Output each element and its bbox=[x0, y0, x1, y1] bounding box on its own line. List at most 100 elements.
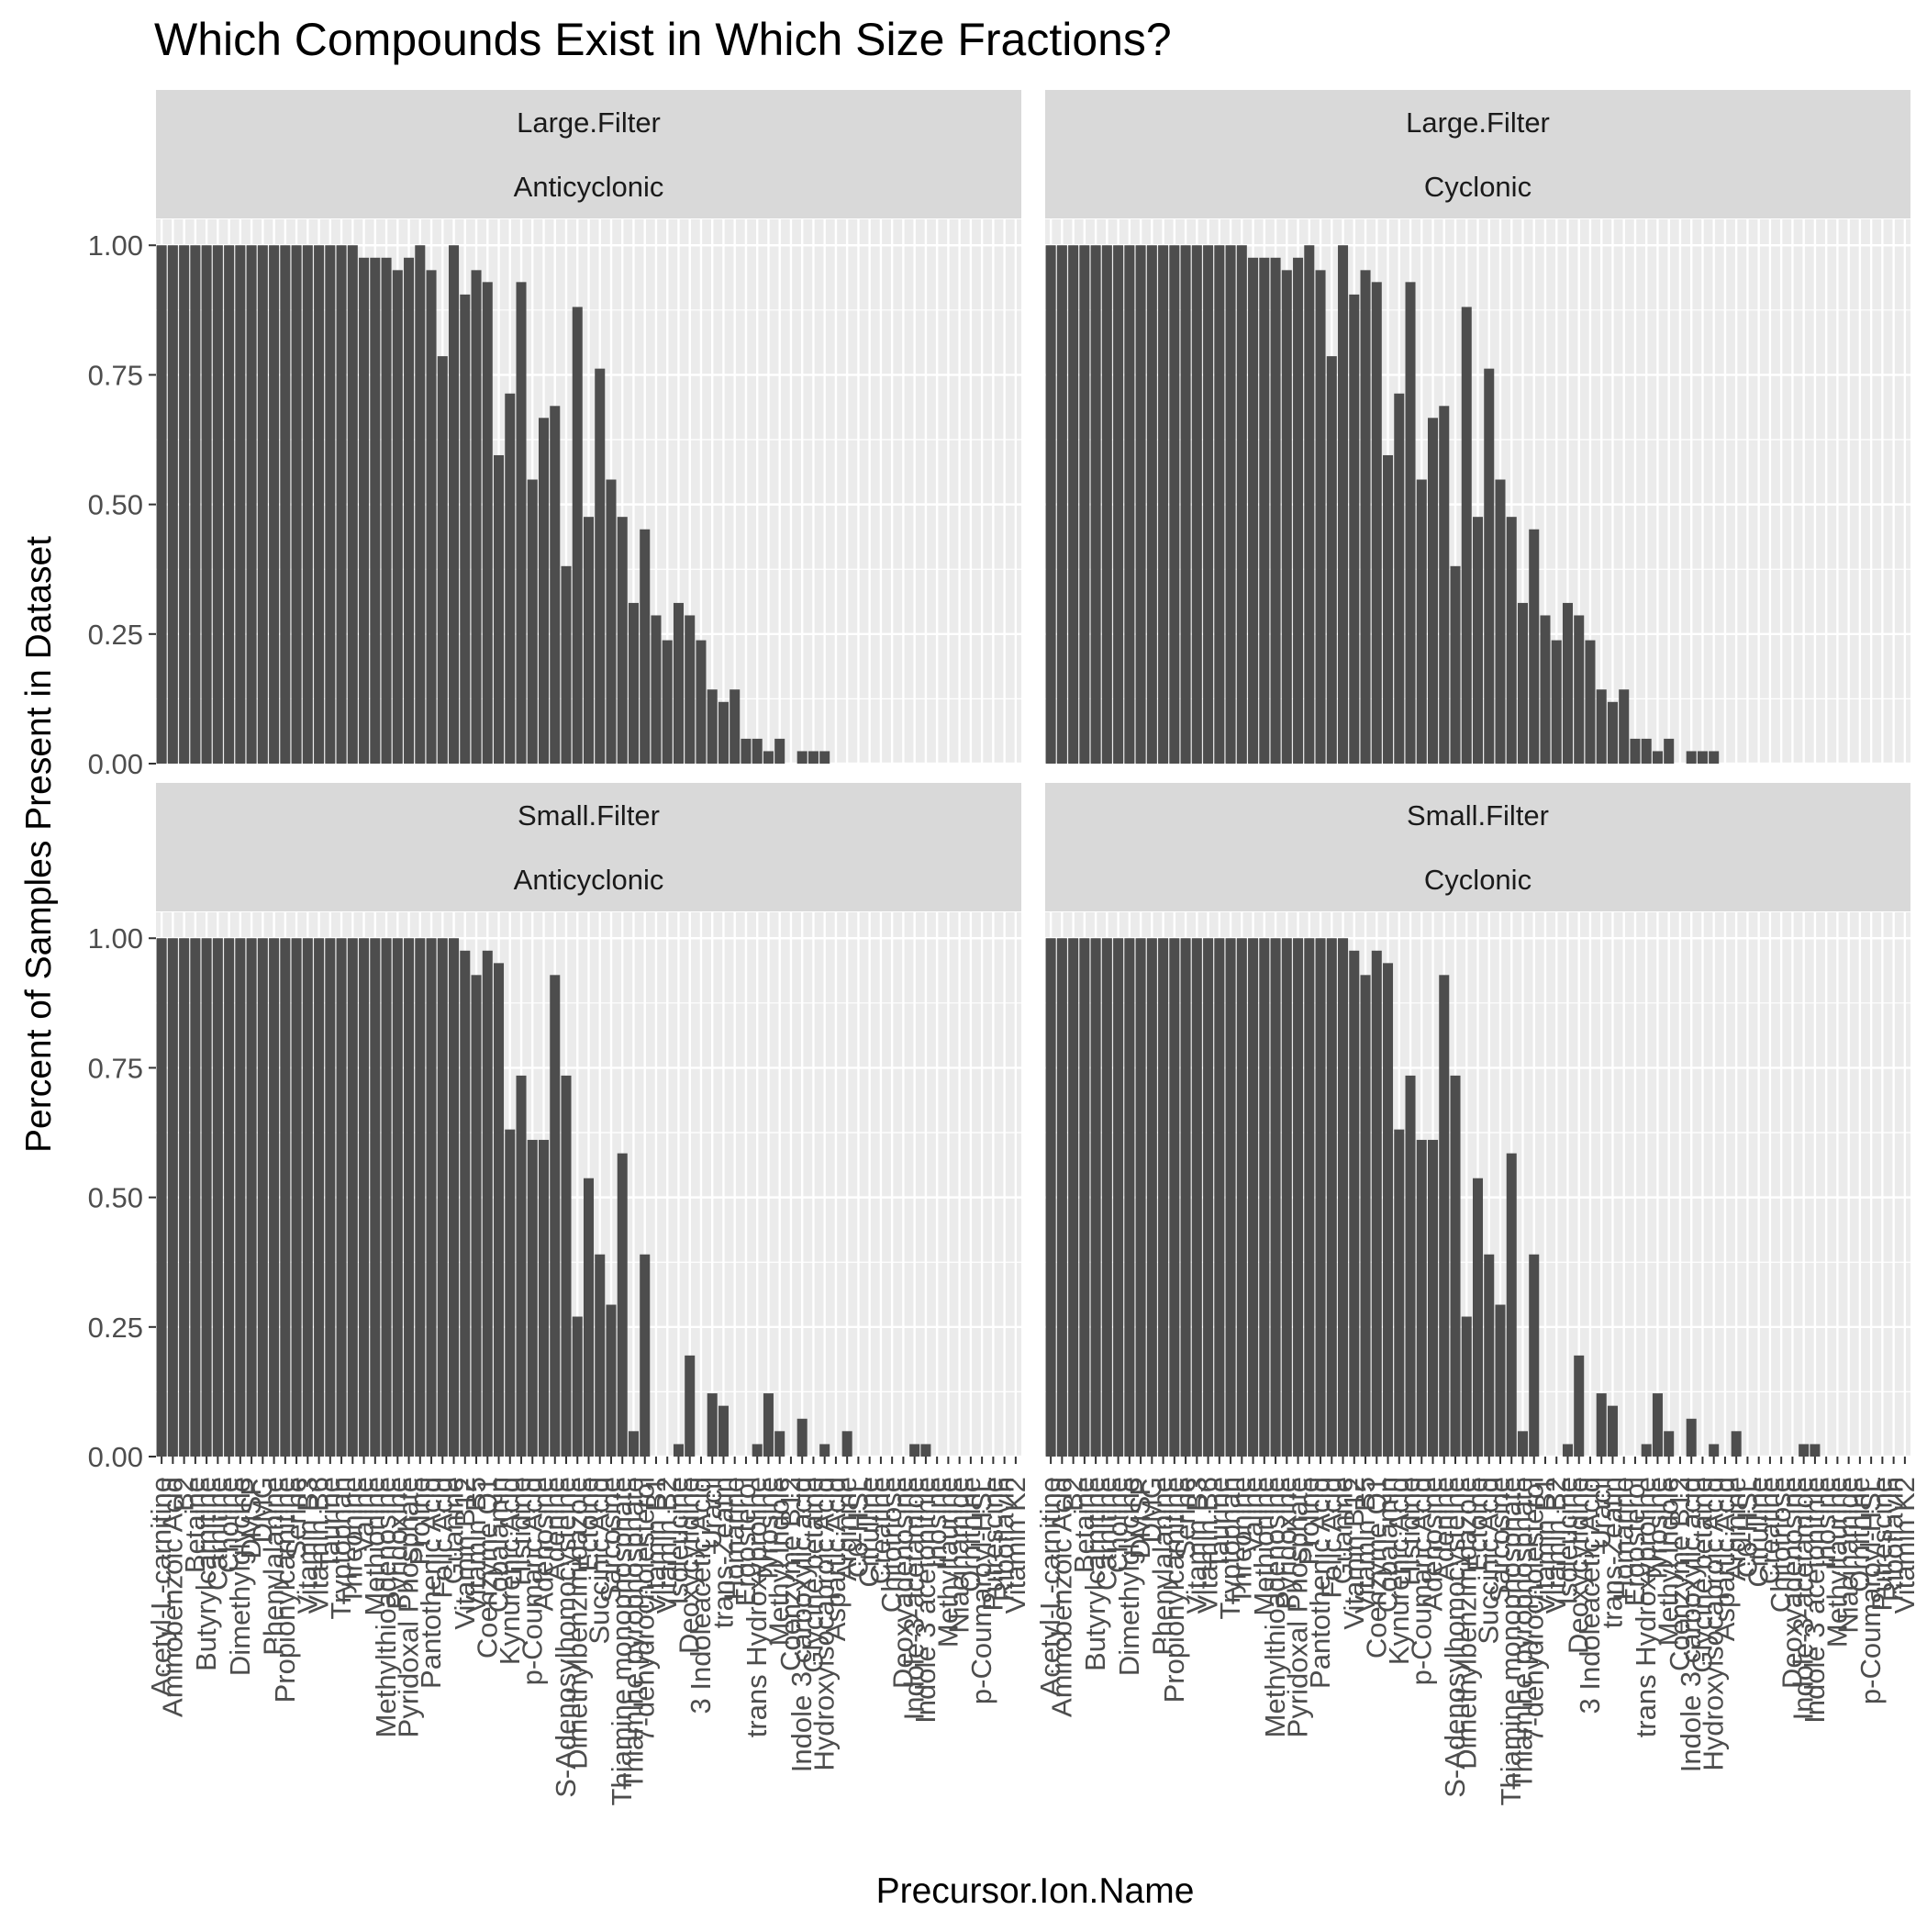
bar bbox=[1450, 1075, 1461, 1457]
x-tick-label: DMG bbox=[246, 1477, 278, 1543]
bar bbox=[1146, 245, 1157, 764]
bar bbox=[1349, 294, 1360, 764]
x-tick-label: Succinic Acid bbox=[584, 1477, 616, 1645]
bar bbox=[291, 938, 302, 1457]
panels-layer: Large.Filter Anticyclonic 0.00 0.25 0.50 0.75… bbox=[88, 90, 1921, 1805]
x-tick-label: Riboflavin bbox=[988, 1477, 1020, 1602]
x-tick-label: Vitamin B12 bbox=[449, 1477, 481, 1630]
x-tick-label: Guanine bbox=[1327, 1477, 1359, 1584]
x-tick-label: Tyrosine bbox=[752, 1477, 784, 1584]
bar bbox=[1326, 356, 1337, 764]
x-tick-label: Niacinamide bbox=[943, 1477, 975, 1634]
x-tick-label: Pyridoxal Phosphate bbox=[1282, 1477, 1314, 1737]
bar bbox=[1338, 938, 1349, 1457]
bar bbox=[1248, 938, 1259, 1457]
bar bbox=[1304, 938, 1315, 1457]
x-tick-label: Hydroxyisocaproic Acid bbox=[808, 1477, 841, 1770]
bar bbox=[718, 701, 729, 764]
bar bbox=[539, 418, 550, 764]
bar bbox=[1607, 701, 1618, 764]
bar bbox=[1293, 938, 1304, 1457]
x-tick-label: Betaine bbox=[1068, 1477, 1100, 1573]
bar bbox=[1248, 257, 1259, 765]
x-tick-label: trans-Zeatin bbox=[1596, 1477, 1628, 1628]
bar bbox=[640, 529, 651, 764]
bar bbox=[1439, 975, 1450, 1457]
x-axis-title: Precursor.Ion.Name bbox=[876, 1871, 1195, 1911]
bar bbox=[314, 938, 325, 1457]
bar bbox=[595, 1254, 606, 1457]
x-tick-label: Threonine bbox=[1225, 1477, 1257, 1605]
bar bbox=[1056, 245, 1067, 764]
bar bbox=[1259, 257, 1270, 765]
bar bbox=[392, 270, 403, 764]
bar bbox=[1405, 1075, 1416, 1457]
bar bbox=[1214, 938, 1225, 1457]
x-tick-label: 3 Indoleacetic Acid bbox=[1574, 1477, 1606, 1714]
strip-label-filter: Large.Filter bbox=[1406, 106, 1550, 139]
bar bbox=[1281, 270, 1292, 764]
bar bbox=[1203, 245, 1214, 764]
bar bbox=[628, 602, 639, 764]
chart-title: Which Compounds Exist in Which Size Frac… bbox=[154, 14, 1172, 65]
bar bbox=[224, 938, 235, 1457]
x-tick-label: Carnitine bbox=[1090, 1477, 1122, 1591]
panel-4: Small.Filter Cyclonic Acetyl-L-carnitineAm… bbox=[1034, 783, 1921, 1805]
bar bbox=[640, 1254, 651, 1457]
x-tick-label: Glycine betaine bbox=[796, 1477, 829, 1673]
bar bbox=[774, 1431, 785, 1457]
x-tick-label: Cobalamin bbox=[1372, 1477, 1404, 1613]
x-tick-label: S-Adenosylhomocysteine bbox=[1439, 1477, 1471, 1798]
bar bbox=[1664, 738, 1675, 764]
x-tick-label: trans-Zeatin bbox=[707, 1477, 739, 1628]
bar bbox=[718, 1405, 729, 1457]
x-tick-label: Adenine bbox=[539, 1477, 571, 1581]
bar bbox=[1439, 406, 1450, 764]
bar bbox=[1101, 938, 1112, 1457]
x-tick-label: Valine bbox=[1237, 1477, 1269, 1554]
bar bbox=[1630, 738, 1641, 764]
strip-label-filter: Small.Filter bbox=[1407, 799, 1549, 832]
bar bbox=[1664, 1431, 1675, 1457]
bar bbox=[1472, 1178, 1484, 1457]
x-tick-label: Butyrylcarnitine bbox=[190, 1477, 222, 1671]
y-tick-label: 0.75 bbox=[88, 1052, 143, 1084]
bar bbox=[539, 1139, 550, 1457]
bar bbox=[1529, 1254, 1540, 1457]
bar bbox=[763, 751, 774, 764]
x-tick-label: Vitamin B2 bbox=[1540, 1477, 1572, 1614]
bar bbox=[1045, 245, 1056, 764]
bar bbox=[572, 307, 583, 764]
bar bbox=[280, 245, 291, 764]
bar bbox=[415, 938, 426, 1457]
x-tick-label: Vitamin B1 bbox=[1529, 1477, 1561, 1614]
x-tick-label: Indole 3 acetonitrile bbox=[1799, 1477, 1831, 1724]
x-tick-label: Putrescine bbox=[976, 1477, 1008, 1611]
y-tick-label: 0.00 bbox=[88, 748, 143, 780]
x-tick-label: Vitamin B6 bbox=[303, 1477, 335, 1614]
x-tick-label: Phenylalanine bbox=[1147, 1477, 1179, 1656]
x-tick-label: DMSP bbox=[1124, 1477, 1156, 1559]
x-tick-label: Methyl Indole bbox=[763, 1477, 796, 1646]
bar bbox=[1562, 1444, 1573, 1457]
bar bbox=[1146, 938, 1157, 1457]
bar bbox=[336, 245, 347, 764]
strip-top-bg bbox=[1045, 90, 1910, 154]
bar bbox=[302, 938, 313, 1457]
bar bbox=[752, 738, 763, 764]
bar bbox=[1135, 245, 1146, 764]
x-tick-label: Dimethylbenzimidazole bbox=[561, 1477, 593, 1770]
x-tick-label: Folic Acid bbox=[426, 1477, 458, 1599]
bar bbox=[1450, 565, 1461, 764]
bar bbox=[1383, 454, 1394, 764]
bar bbox=[1124, 938, 1135, 1457]
x-tick-label: Pantothenic Acid bbox=[1304, 1477, 1336, 1689]
bar bbox=[1574, 1355, 1585, 1457]
bar bbox=[1068, 245, 1079, 764]
x-tick-label: Isoleucine bbox=[1551, 1477, 1583, 1605]
bar bbox=[1360, 975, 1371, 1457]
bar bbox=[1180, 938, 1191, 1457]
bar bbox=[1056, 938, 1067, 1457]
x-tick-label: Thiamine pyrophosphate bbox=[617, 1477, 649, 1790]
